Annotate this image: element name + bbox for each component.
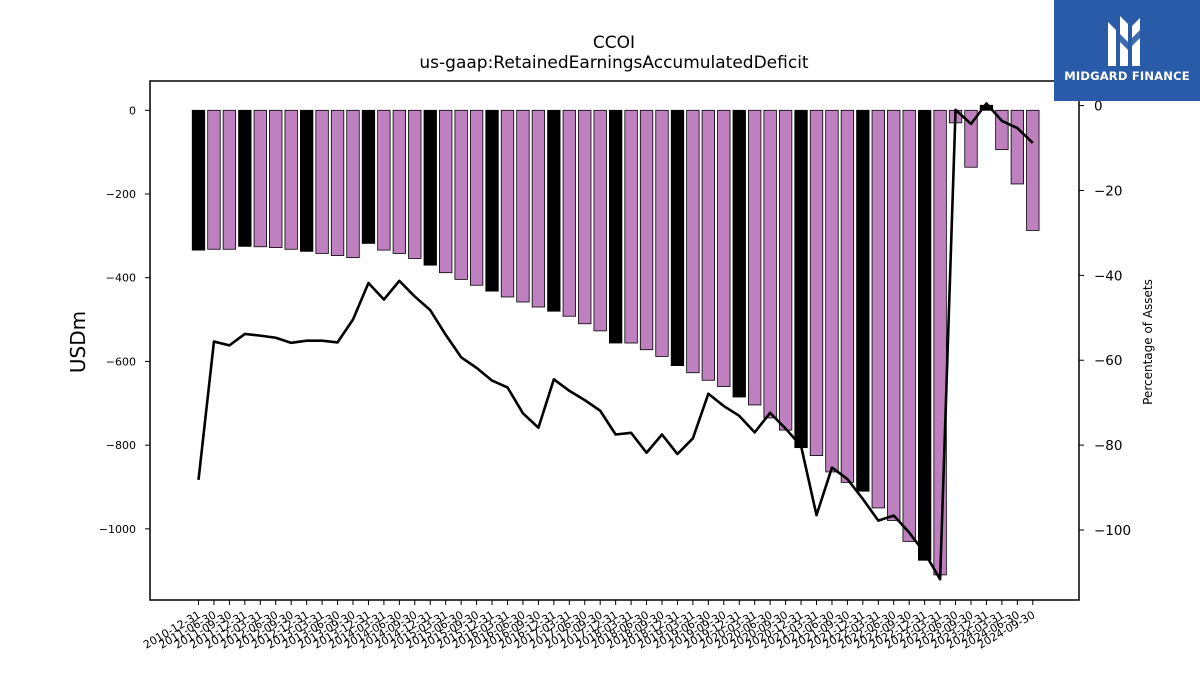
bar-6	[284, 109, 298, 250]
left-tick-label: −1000	[99, 523, 136, 536]
bar-32	[686, 109, 700, 374]
bar-42	[840, 109, 855, 483]
bar-38	[778, 109, 793, 431]
bar-54	[1026, 109, 1040, 231]
bar-37	[763, 109, 777, 419]
bar-53	[1010, 109, 1024, 185]
bar-24	[562, 109, 576, 317]
x-axis: 2010-12-312011-06-302011-09-302011-12-31…	[141, 600, 1037, 652]
bar-4	[253, 109, 267, 248]
right-tick-label: −80	[1094, 438, 1123, 454]
bar-29	[639, 109, 654, 351]
percentage-line	[197, 102, 1034, 581]
midgard-logo-icon	[1108, 16, 1140, 66]
logo-text: MIDGARD FINANCE	[1064, 69, 1190, 83]
bar-50	[964, 109, 978, 168]
bar-33	[701, 109, 715, 381]
chart-subtitle: us-gaap:RetainedEarningsAccumulatedDefic…	[419, 53, 809, 73]
bar-36	[748, 109, 762, 406]
bar-7	[299, 109, 314, 252]
bar-40	[809, 109, 824, 456]
bar-23	[547, 109, 561, 312]
y2-axis-label: Percentage of Assets	[1141, 279, 1155, 405]
left-tick-label: 0	[129, 104, 136, 117]
bar-52	[995, 109, 1009, 151]
bar-43	[856, 109, 870, 492]
bar-28	[624, 109, 638, 344]
left-tick-label: −400	[106, 272, 136, 285]
bar-22	[531, 109, 546, 308]
chart-title: CCOI	[593, 33, 635, 53]
bar-10	[346, 109, 360, 259]
bars-layer	[191, 104, 1040, 576]
bar-11	[361, 109, 376, 244]
left-axis: 0 −200 −400 −600 −800 −1000	[99, 104, 150, 536]
right-tick-label: 0	[1094, 99, 1103, 115]
bar-14	[408, 109, 422, 259]
bar-21	[516, 109, 530, 303]
brand-logo: MIDGARD FINANCE	[1054, 0, 1200, 101]
bar-45	[887, 109, 901, 521]
bar-27	[609, 109, 623, 344]
bar-46	[902, 109, 916, 542]
bar-18	[469, 109, 484, 286]
right-tick-label: −40	[1094, 268, 1123, 284]
bar-35	[732, 109, 746, 398]
bar-20	[500, 109, 515, 298]
bar-13	[392, 109, 407, 254]
line-layer	[197, 102, 1034, 581]
bar-9	[330, 109, 345, 256]
bar-12	[377, 109, 391, 251]
bar-41	[825, 109, 839, 473]
right-tick-label: −20	[1094, 183, 1123, 199]
plot-frame	[149, 80, 1080, 601]
bar-34	[717, 109, 731, 387]
left-tick-label: −800	[106, 439, 136, 452]
bar-17	[454, 109, 468, 280]
bar-1	[207, 109, 221, 250]
y-axis-label: USDm	[66, 311, 90, 373]
bar-48	[933, 109, 947, 576]
bar-16	[439, 109, 453, 274]
bar-19	[485, 109, 499, 292]
bar-5	[269, 109, 283, 248]
bar-26	[593, 109, 607, 332]
right-tick-label: −100	[1094, 523, 1131, 539]
bar-30	[655, 109, 669, 357]
left-tick-label: −200	[106, 188, 136, 201]
bar-2	[222, 109, 237, 250]
bar-44	[871, 109, 885, 509]
bar-0	[191, 109, 206, 251]
right-axis: 0 −20 −40 −60 −80 −100	[1079, 99, 1131, 539]
bar-39	[794, 109, 808, 449]
right-tick-label: −60	[1094, 353, 1123, 369]
bar-8	[315, 109, 329, 254]
bar-47	[918, 109, 932, 561]
bar-31	[670, 109, 685, 367]
bar-3	[238, 109, 252, 247]
bar-15	[423, 109, 437, 266]
bar-25	[578, 109, 592, 325]
left-tick-label: −600	[106, 355, 136, 368]
